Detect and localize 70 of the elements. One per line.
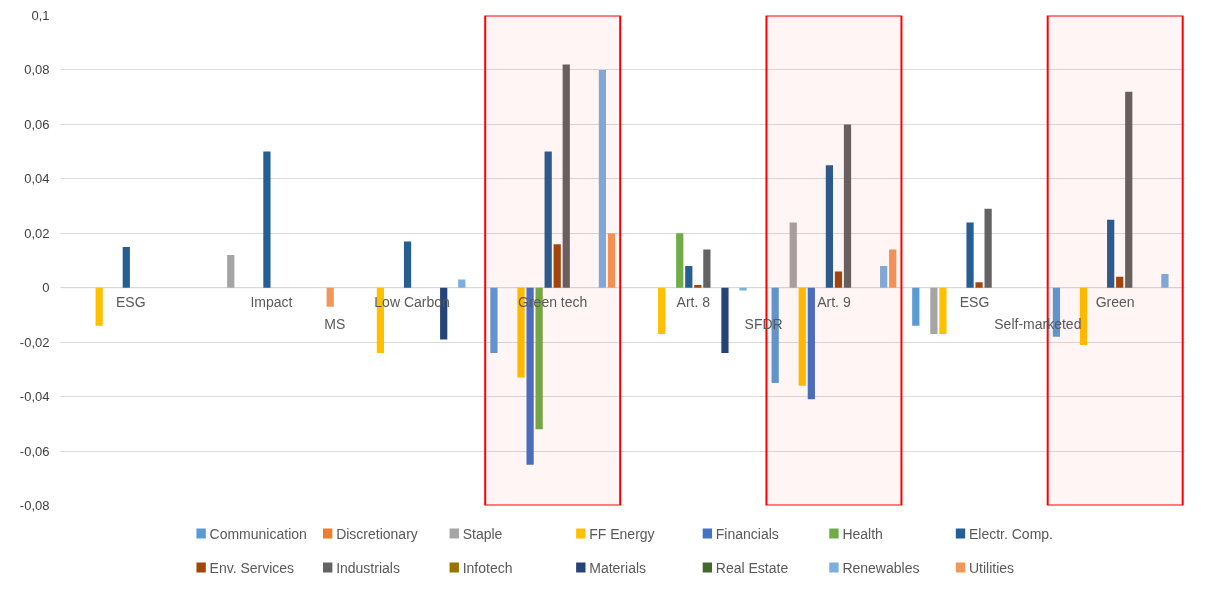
legend-label: Materials — [589, 559, 647, 576]
bar — [703, 249, 711, 288]
legend-label: Electr. Comp. — [968, 525, 1053, 542]
bar — [607, 233, 616, 288]
bar — [676, 233, 684, 288]
y-tick-label: -0,06 — [19, 443, 50, 459]
y-tick-label: -0,04 — [19, 389, 50, 405]
annotation: MS — [324, 315, 346, 332]
bar — [326, 287, 334, 307]
bar — [825, 165, 834, 288]
bar — [490, 287, 498, 354]
y-tick-label: 0,1 — [31, 8, 50, 23]
bar — [912, 287, 920, 326]
bar — [598, 69, 607, 288]
x-tick-label: Green tech — [518, 293, 588, 310]
bar — [403, 241, 412, 288]
x-tick-label: ESG — [959, 293, 990, 310]
bar — [1116, 276, 1124, 288]
bar — [553, 244, 561, 288]
bar — [227, 255, 235, 288]
legend-label: Communication — [209, 525, 307, 542]
legend-label: Real Estate — [715, 559, 789, 576]
bar — [789, 222, 797, 288]
legend-label: Utilities — [968, 559, 1015, 576]
y-tick-label: 0 — [42, 280, 50, 296]
bar — [975, 282, 983, 288]
bar — [984, 208, 992, 288]
bar — [658, 287, 666, 334]
legend-label: Env. Services — [209, 559, 295, 576]
bar — [95, 287, 103, 326]
bar — [930, 287, 938, 334]
bar — [544, 151, 552, 288]
y-tick-label: 0,08 — [24, 62, 50, 78]
bar — [889, 249, 897, 288]
legend-label: Staple — [462, 525, 503, 542]
legend-label: Infotech — [462, 559, 513, 576]
bar — [939, 287, 947, 334]
bar — [263, 151, 271, 288]
y-tick-label: 0,04 — [24, 171, 50, 187]
y-tick-label: 0,06 — [24, 116, 50, 132]
bar — [834, 271, 843, 288]
y-tick-label: -0,08 — [19, 498, 50, 513]
bar — [1161, 274, 1169, 288]
bar — [843, 124, 852, 288]
y-tick-label: 0,02 — [24, 225, 50, 241]
legend-label: Financials — [715, 525, 779, 542]
bar — [562, 64, 570, 288]
bar — [122, 246, 130, 288]
bar — [798, 287, 806, 386]
bar — [694, 285, 702, 288]
x-tick-label: Green — [1095, 293, 1135, 310]
bar — [1107, 219, 1115, 288]
bar — [1125, 91, 1133, 288]
x-tick-label: Art. 8 — [676, 293, 711, 310]
x-tick-label: ESG — [116, 293, 146, 310]
legend-label: Renewables — [842, 559, 920, 576]
legend-label: Health — [842, 525, 883, 542]
y-tick-label: -0,02 — [19, 334, 50, 350]
bar — [721, 287, 729, 354]
x-tick-label: Impact — [250, 293, 293, 310]
bar — [1079, 287, 1088, 345]
bar — [458, 279, 466, 288]
bar — [966, 222, 974, 288]
bar — [685, 265, 693, 288]
bar — [880, 265, 888, 288]
legend-label: FF Energy — [589, 525, 655, 542]
x-tick-label: Art. 9 — [817, 293, 851, 310]
bar — [807, 287, 815, 400]
legend-label: Industrials — [336, 559, 400, 576]
legend-label: Discretionary — [336, 525, 418, 542]
